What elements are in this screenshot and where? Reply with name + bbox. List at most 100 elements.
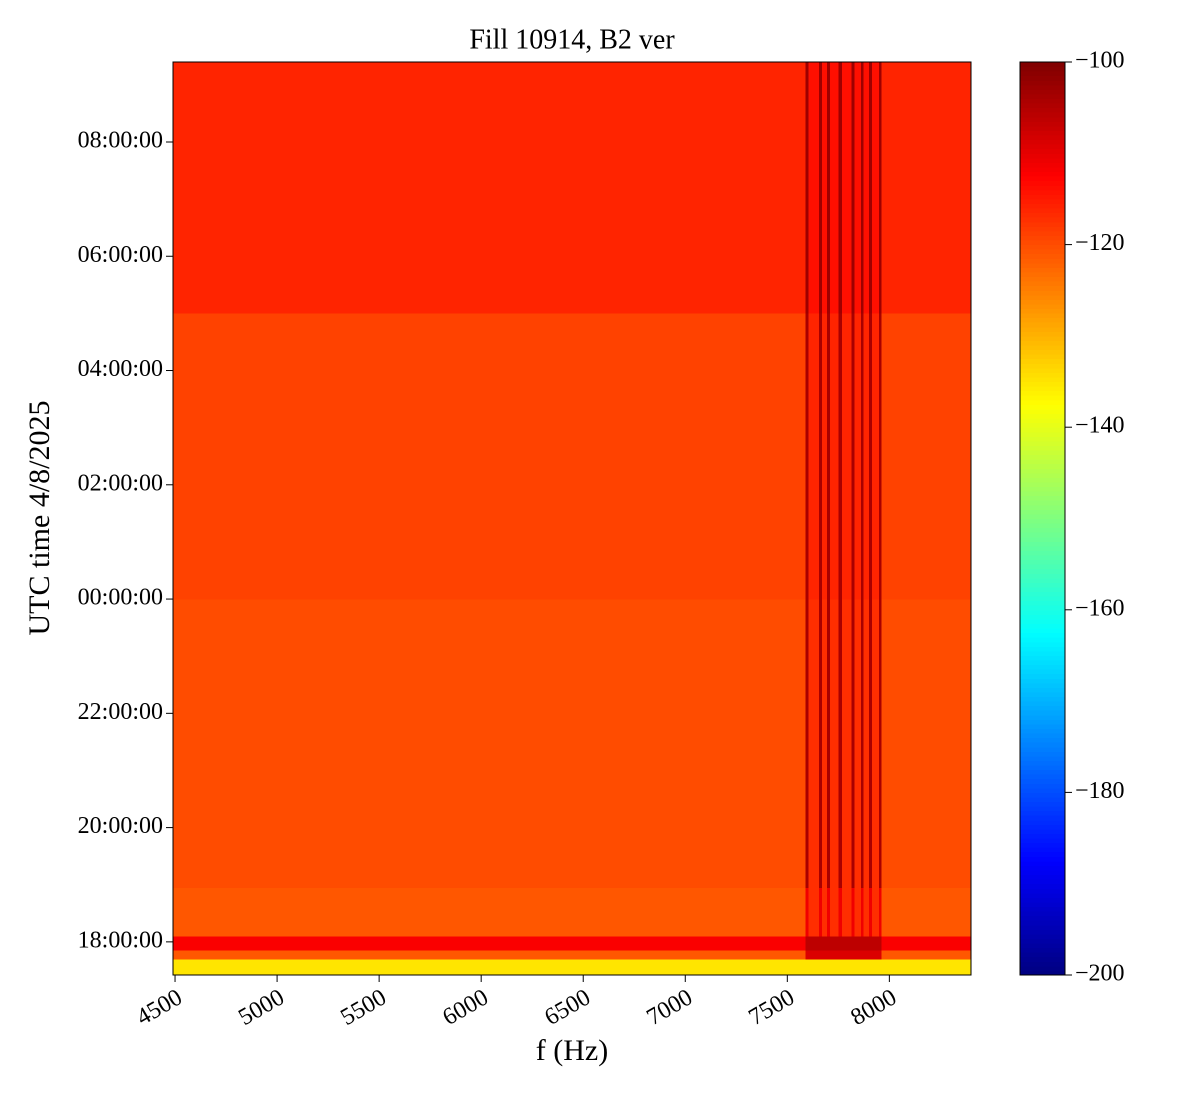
colorbar-segment <box>1020 527 1065 533</box>
colorbar-segment <box>1020 450 1065 456</box>
colorbar-segment <box>1020 952 1065 958</box>
heatmap-cell <box>851 599 855 888</box>
colorbar-segment <box>1020 513 1065 519</box>
heatmap-cell <box>173 313 806 600</box>
colorbar-segment <box>1020 856 1065 862</box>
heatmap-cell <box>868 950 873 960</box>
colorbar-segment <box>1020 139 1065 145</box>
colorbar-segment <box>1020 696 1065 702</box>
colorbar-segment <box>1020 943 1065 949</box>
heatmap-cell <box>838 950 843 960</box>
colorbar-segment <box>1020 532 1065 538</box>
colorbar-segment <box>1020 564 1065 570</box>
colorbar-segment <box>1020 568 1065 574</box>
y-tick-label: 22:00:00 <box>78 699 163 725</box>
heatmap-cell <box>818 936 823 951</box>
heatmap-cell <box>818 959 823 976</box>
colorbar-segment <box>1020 637 1065 643</box>
colorbar-segment <box>1020 495 1065 501</box>
colorbar-segment <box>1020 792 1065 798</box>
colorbar-segment <box>1020 929 1065 935</box>
heatmap-cell <box>805 959 810 976</box>
colorbar-segment <box>1020 130 1065 136</box>
colorbar-segment <box>1020 582 1065 588</box>
colorbar-segment <box>1020 80 1065 86</box>
colorbar-segment <box>1020 577 1065 583</box>
heatmap-cell <box>854 313 862 600</box>
heatmap-cell <box>829 313 840 600</box>
heatmap-cell <box>854 950 862 960</box>
colorbar-segment <box>1020 632 1065 638</box>
colorbar-segment <box>1020 559 1065 565</box>
heatmap-cell <box>173 950 806 960</box>
heatmap-cell <box>173 62 806 314</box>
colorbar-segment <box>1020 573 1065 579</box>
heatmap-cell <box>879 62 882 314</box>
colorbar-tick-label: −160 <box>1075 595 1125 621</box>
colorbar-segment <box>1020 267 1065 273</box>
colorbar-segment <box>1020 363 1065 369</box>
colorbar-segment <box>1020 920 1065 926</box>
colorbar-segment <box>1020 262 1065 268</box>
heatmap-cell <box>829 599 840 888</box>
colorbar-segment <box>1020 965 1065 971</box>
colorbar-tick-label: −120 <box>1075 230 1125 256</box>
colorbar-segment <box>1020 66 1065 72</box>
colorbar-segment <box>1020 623 1065 629</box>
colorbar-segment <box>1020 860 1065 866</box>
heatmap-cell <box>871 313 880 600</box>
x-tick-label: 4500 <box>132 984 187 1031</box>
heatmap-cell <box>808 62 820 314</box>
heatmap-cell <box>881 887 972 937</box>
colorbar-segment <box>1020 157 1065 163</box>
colorbar-segment <box>1020 445 1065 451</box>
colorbar-segment <box>1020 769 1065 775</box>
colorbar-segment <box>1020 783 1065 789</box>
colorbar-segment <box>1020 354 1065 360</box>
heatmap-cell <box>868 62 873 314</box>
colorbar-segment <box>1020 801 1065 807</box>
colorbar-segment <box>1020 335 1065 341</box>
colorbar-segment <box>1020 440 1065 446</box>
colorbar-segment <box>1020 710 1065 716</box>
colorbar-segment <box>1020 810 1065 816</box>
colorbar-segment <box>1020 176 1065 182</box>
colorbar-segment <box>1020 591 1065 597</box>
colorbar-segment <box>1020 386 1065 392</box>
y-tick-label: 00:00:00 <box>78 585 163 611</box>
heatmap-cell <box>838 959 843 976</box>
heatmap-cell <box>822 62 828 314</box>
heatmap-cell <box>881 62 972 314</box>
colorbar-segment <box>1020 523 1065 529</box>
colorbar-segment <box>1020 787 1065 793</box>
colorbar-segment <box>1020 107 1065 113</box>
colorbar-segment <box>1020 664 1065 670</box>
colorbar-segment <box>1020 518 1065 524</box>
heatmap-cell <box>841 959 852 976</box>
colorbar-segment <box>1020 701 1065 707</box>
colorbar-segment <box>1020 755 1065 761</box>
heatmap-cell <box>808 313 820 600</box>
colorbar-segment <box>1020 500 1065 506</box>
heatmap-cell <box>860 959 864 976</box>
colorbar-segment <box>1020 349 1065 355</box>
heatmap-cell <box>871 950 880 960</box>
heatmap-cell <box>173 959 806 976</box>
colorbar-segment <box>1020 62 1065 68</box>
colorbar-segment <box>1020 504 1065 510</box>
heatmap-cell <box>851 950 855 960</box>
colorbar-segment <box>1020 331 1065 337</box>
colorbar-segment <box>1020 819 1065 825</box>
colorbar-segment <box>1020 317 1065 323</box>
heatmap-cell <box>871 62 880 314</box>
colorbar-segment <box>1020 536 1065 542</box>
colorbar-segment <box>1020 281 1065 287</box>
colorbar-segment <box>1020 833 1065 839</box>
heatmap-cell <box>871 599 880 888</box>
colorbar-segment <box>1020 924 1065 930</box>
heatmap-cell <box>827 599 831 888</box>
heatmap-cell <box>871 887 880 937</box>
heatmap-cell <box>808 887 820 937</box>
colorbar-segment <box>1020 75 1065 81</box>
heatmap-cell <box>808 599 820 888</box>
